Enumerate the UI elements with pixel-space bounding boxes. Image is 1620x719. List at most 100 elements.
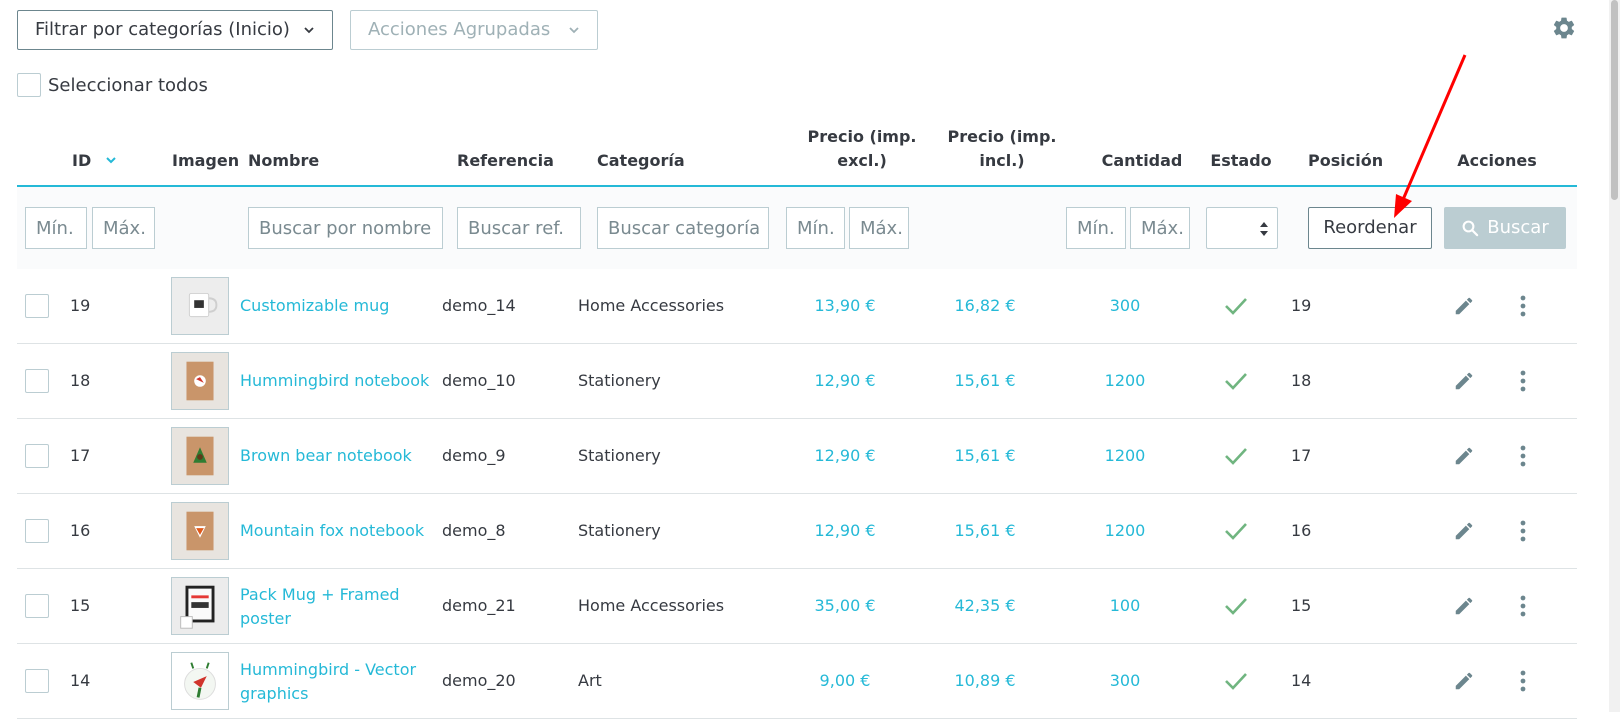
check-icon[interactable] (1224, 297, 1248, 315)
quantity-link[interactable]: 300 (1109, 671, 1141, 690)
pencil-icon[interactable] (1453, 295, 1475, 317)
product-id: 16 (70, 521, 91, 540)
select-arrows-icon (1260, 222, 1268, 236)
price-incl-link[interactable]: 42,35 € (954, 596, 1016, 615)
header-price-excl[interactable]: Precio (imp. excl.) (787, 125, 937, 173)
product-thumbnail[interactable] (171, 577, 229, 635)
filter-category-input[interactable] (597, 207, 769, 249)
check-icon[interactable] (1224, 372, 1248, 390)
page-scrollbar[interactable] (1609, 0, 1620, 712)
check-icon[interactable] (1224, 672, 1248, 690)
scrollbar-thumb[interactable] (1611, 0, 1618, 200)
reorder-button[interactable]: Reordenar (1308, 207, 1432, 249)
header-id[interactable]: ID (72, 151, 92, 170)
product-thumbnail[interactable] (171, 352, 229, 410)
price-excl-link[interactable]: 12,90 € (814, 446, 876, 465)
pencil-icon[interactable] (1453, 595, 1475, 617)
more-vert-icon[interactable] (1519, 295, 1527, 317)
header-name[interactable]: Nombre (248, 151, 320, 170)
row-checkbox[interactable] (25, 369, 49, 393)
filter-qty-min[interactable] (1066, 207, 1126, 249)
gear-icon[interactable] (1551, 15, 1577, 41)
sort-desc-icon[interactable] (105, 155, 117, 165)
row-checkbox[interactable] (25, 594, 49, 618)
header-price-excl-line2: excl.) (837, 151, 887, 170)
price-excl-link[interactable]: 9,00 € (819, 671, 871, 690)
quantity-link[interactable]: 1200 (1104, 446, 1146, 465)
pencil-icon[interactable] (1453, 670, 1475, 692)
price-incl-link[interactable]: 15,61 € (954, 446, 1016, 465)
more-vert-icon[interactable] (1519, 370, 1527, 392)
row-checkbox[interactable] (25, 444, 49, 468)
filter-id-max[interactable] (92, 207, 155, 249)
quantity-link[interactable]: 300 (1109, 296, 1141, 315)
product-thumbnail[interactable] (171, 502, 229, 560)
quantity-link[interactable]: 1200 (1104, 371, 1146, 390)
price-excl-link[interactable]: 35,00 € (814, 596, 876, 615)
header-status[interactable]: Estado (1210, 151, 1272, 170)
row-checkbox[interactable] (25, 294, 49, 318)
product-reference: demo_10 (442, 371, 516, 390)
bulk-actions-dropdown[interactable]: Acciones Agrupadas (350, 10, 598, 50)
filter-price-min[interactable] (786, 207, 845, 249)
product-name-link[interactable]: Customizable mug (240, 294, 440, 318)
product-name-line2: graphics (240, 684, 309, 703)
filter-name-input[interactable] (248, 207, 443, 249)
product-reference: demo_21 (442, 596, 516, 615)
pencil-icon[interactable] (1453, 370, 1475, 392)
pencil-icon[interactable] (1453, 445, 1475, 467)
check-icon[interactable] (1224, 447, 1248, 465)
price-incl-link[interactable]: 15,61 € (954, 371, 1016, 390)
check-icon[interactable] (1224, 522, 1248, 540)
filter-price-max[interactable] (849, 207, 909, 249)
table-row: 18 Hummingbird notebook demo_10 Stationery 1… (17, 344, 1577, 419)
product-thumbnail[interactable] (171, 427, 229, 485)
product-position: 17 (1291, 446, 1312, 465)
header-position[interactable]: Posición (1308, 151, 1384, 170)
product-name-link[interactable]: Mountain fox notebook (240, 519, 440, 543)
product-name-link[interactable]: Hummingbird notebook (240, 369, 440, 393)
filter-status-select[interactable] (1206, 207, 1278, 249)
header-reference[interactable]: Referencia (457, 151, 554, 170)
quantity-link[interactable]: 1200 (1104, 521, 1146, 540)
price-excl-link[interactable]: 13,90 € (814, 296, 876, 315)
product-name-link[interactable]: Pack Mug + Framed poster (240, 583, 440, 631)
product-thumbnail[interactable] (171, 277, 229, 335)
filter-qty-max[interactable] (1130, 207, 1190, 249)
header-quantity[interactable]: Cantidad (1101, 151, 1183, 170)
price-excl-link[interactable]: 12,90 € (814, 371, 876, 390)
select-all-checkbox[interactable] (17, 73, 41, 97)
price-excl-link[interactable]: 12,90 € (814, 521, 876, 540)
select-all[interactable]: Seleccionar todos (17, 72, 208, 98)
filter-categories-dropdown[interactable]: Filtrar por categorías (Inicio) (17, 10, 333, 50)
header-actions: Acciones (1457, 151, 1537, 170)
price-incl-link[interactable]: 15,61 € (954, 521, 1016, 540)
product-position: 14 (1291, 671, 1312, 690)
table-row: 14 Hummingbird - Vector graphics demo_20 Art… (17, 644, 1577, 719)
filter-categories-label: Filtrar por categorías (Inicio) (35, 19, 290, 40)
pencil-icon[interactable] (1453, 520, 1475, 542)
price-incl-link[interactable]: 16,82 € (954, 296, 1016, 315)
check-icon[interactable] (1224, 597, 1248, 615)
header-category[interactable]: Categoría (597, 151, 685, 170)
filter-reference-input[interactable] (457, 207, 581, 249)
product-name-link[interactable]: Hummingbird - Vector graphics (240, 658, 440, 706)
price-incl-link[interactable]: 10,89 € (954, 671, 1016, 690)
row-checkbox[interactable] (25, 519, 49, 543)
product-name-link[interactable]: Brown bear notebook (240, 444, 440, 468)
more-vert-icon[interactable] (1519, 445, 1527, 467)
product-position: 18 (1291, 371, 1312, 390)
header-price-excl-line1: Precio (imp. (807, 127, 917, 146)
search-button[interactable]: Buscar (1444, 207, 1566, 249)
more-vert-icon[interactable] (1519, 595, 1527, 617)
product-name-line1: Brown bear notebook (240, 446, 412, 465)
header-price-incl[interactable]: Precio (imp. incl.) (927, 125, 1077, 173)
more-vert-icon[interactable] (1519, 670, 1527, 692)
quantity-link[interactable]: 100 (1109, 596, 1141, 615)
product-thumbnail[interactable] (171, 652, 229, 710)
filter-id-min[interactable] (25, 207, 87, 249)
product-category: Home Accessories (578, 296, 725, 315)
row-checkbox[interactable] (25, 669, 49, 693)
product-id: 14 (70, 671, 91, 690)
more-vert-icon[interactable] (1519, 520, 1527, 542)
